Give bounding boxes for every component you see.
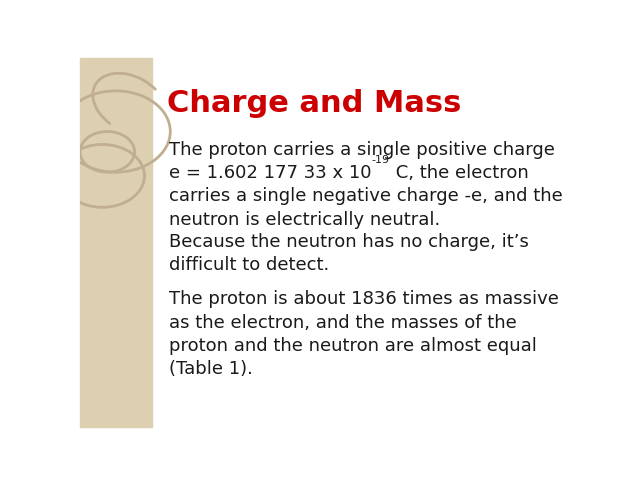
Text: The proton is about 1836 times as massive: The proton is about 1836 times as massiv… [169,290,559,309]
Text: proton and the neutron are almost equal: proton and the neutron are almost equal [169,337,537,355]
Text: difficult to detect.: difficult to detect. [169,256,330,275]
Text: -19: -19 [372,155,390,165]
Text: e = 1.602 177 33 x 10: e = 1.602 177 33 x 10 [169,164,372,182]
Bar [80,58,152,427]
Text: The proton carries a single positive charge: The proton carries a single positive cha… [169,141,555,159]
Text: C, the electron: C, the electron [390,164,529,182]
Text: neutron is electrically neutral.: neutron is electrically neutral. [169,211,440,228]
Text: (Table 1).: (Table 1). [169,360,253,378]
Text: as the electron, and the masses of the: as the electron, and the masses of the [169,314,517,332]
Text: carries a single negative charge -e, and the: carries a single negative charge -e, and… [169,187,563,205]
Text: Charge and Mass: Charge and Mass [167,89,461,118]
Text: Because the neutron has no charge, it’s: Because the neutron has no charge, it’s [169,233,529,251]
